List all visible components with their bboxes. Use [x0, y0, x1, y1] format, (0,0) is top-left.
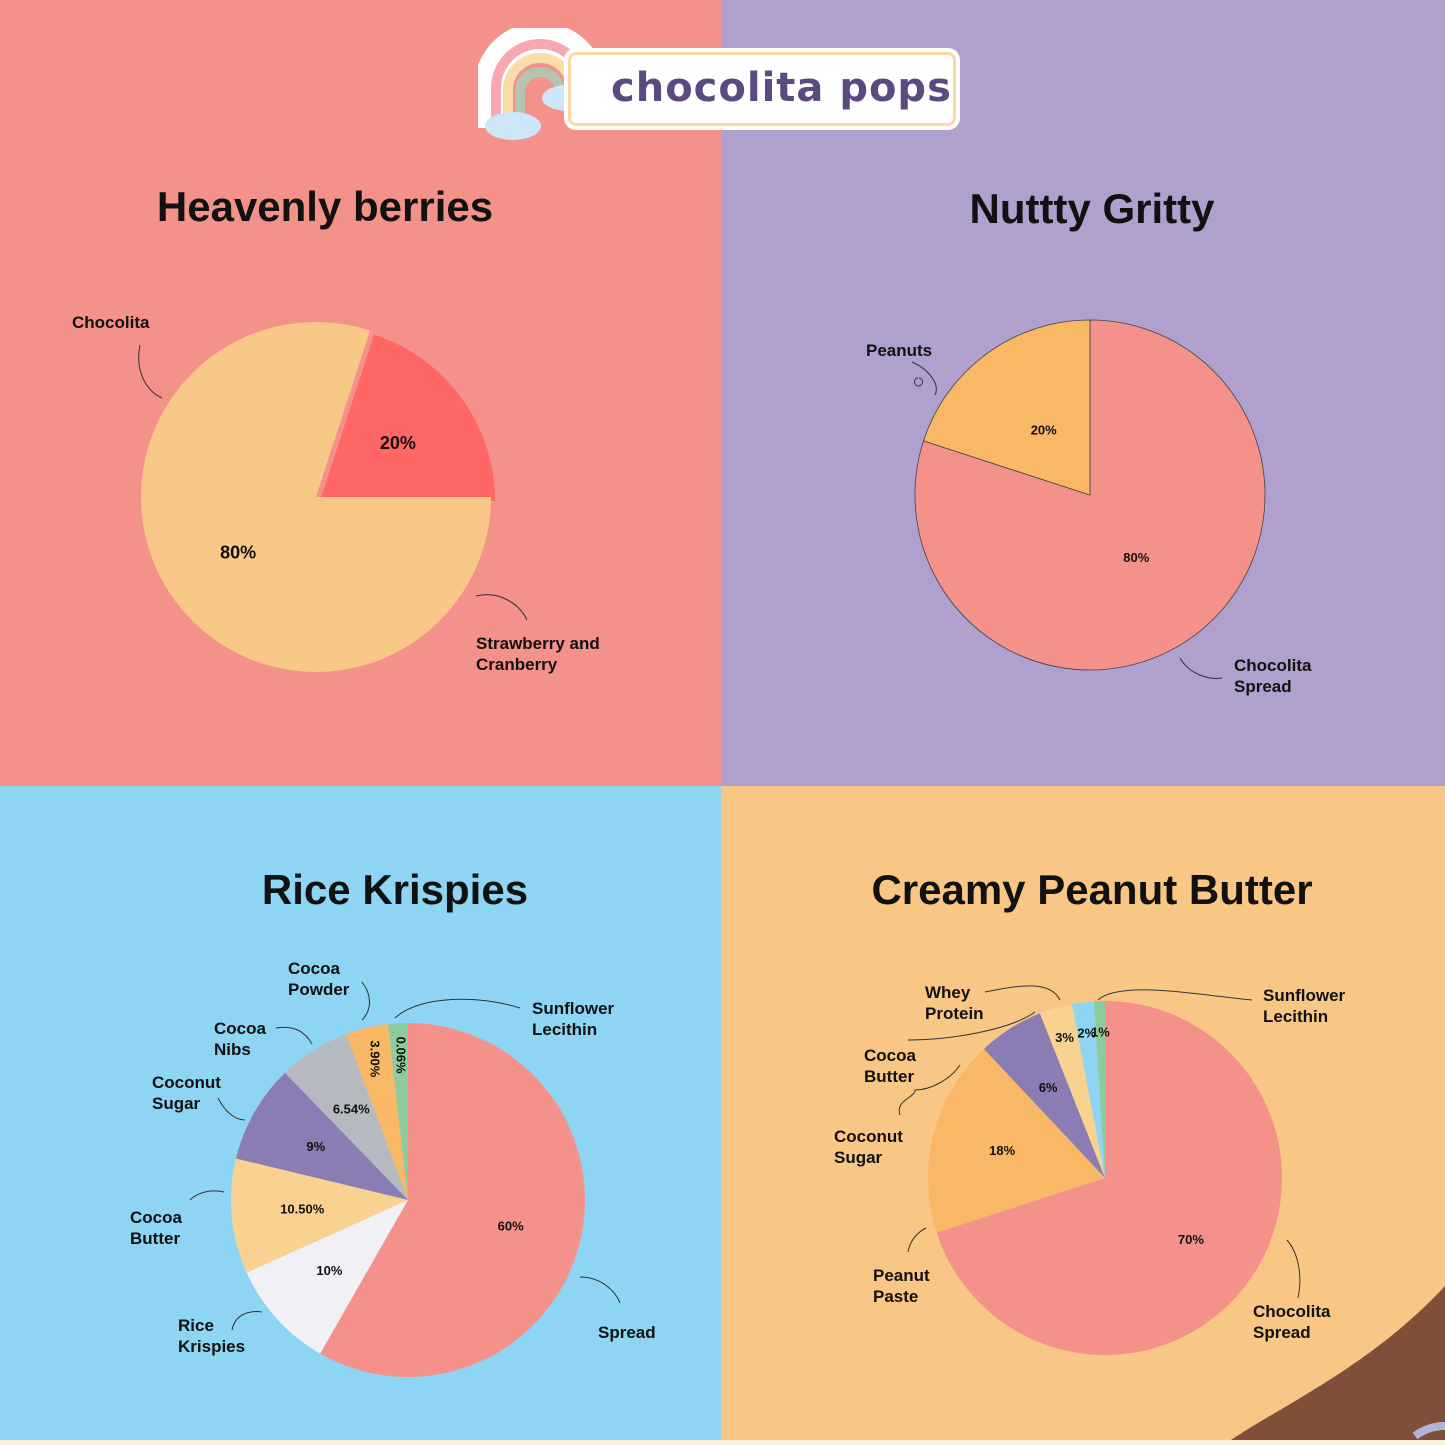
- decorative-wave: [1231, 1286, 1445, 1440]
- slice-label: Peanuts: [866, 341, 933, 360]
- slice-label: Chocolita Spread: [1234, 656, 1312, 696]
- slice-label: Spread: [598, 1323, 656, 1342]
- chart-title: Nuttty Gritty: [969, 185, 1215, 232]
- slice-label: Chocolita: [72, 313, 150, 332]
- slice-label: Rice Krispies: [178, 1316, 246, 1356]
- slice-label: Cocoa Butter: [130, 1208, 182, 1248]
- chart-title: Rice Krispies: [261, 866, 529, 913]
- slice-label: Cocoa Butter: [864, 1046, 916, 1086]
- slice-label: Cocoa Nibs: [214, 1019, 266, 1059]
- brand-logo: chocolita pops: [478, 28, 968, 146]
- slice-label: Coconut Sugar: [834, 1127, 903, 1167]
- brand-name: chocolita pops: [611, 65, 952, 111]
- chart-title: Creamy Peanut Butter: [871, 866, 1313, 913]
- slice-label: Cocoa Powder: [288, 959, 350, 999]
- slice-label: Peanut Paste: [873, 1266, 930, 1306]
- slice-label: Whey Protein: [925, 983, 984, 1023]
- decorative-ring: [1412, 1422, 1445, 1440]
- chart-title: Heavenly berries: [156, 183, 494, 230]
- slice-label: Sunflower Lecithin: [1263, 986, 1346, 1026]
- logo-banner: chocolita pops: [568, 52, 956, 126]
- slice-label: Coconut Sugar: [152, 1073, 221, 1113]
- slice-label: Sunflower Lecithin: [532, 999, 615, 1039]
- slice-label: Chocolita Spread: [1253, 1302, 1331, 1342]
- slice-label: Strawberry and Cranberry: [476, 634, 600, 674]
